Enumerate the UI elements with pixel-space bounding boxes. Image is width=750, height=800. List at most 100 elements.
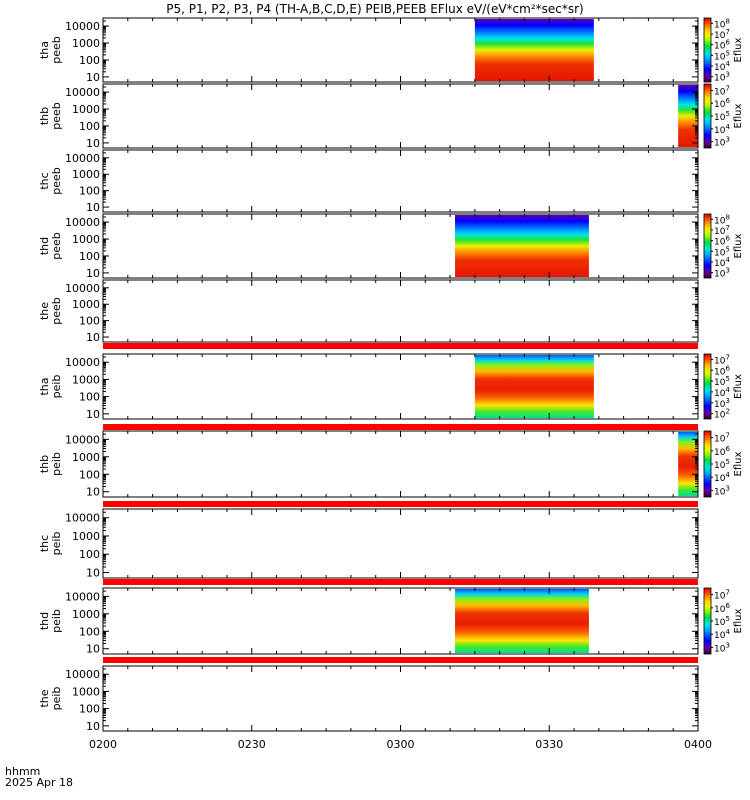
y-axis-label: thcpeeb <box>38 167 63 195</box>
y-tick-label: 10 <box>86 71 100 84</box>
panel-frame <box>102 587 699 655</box>
y-tick-label: 100 <box>79 185 100 198</box>
colorbar <box>703 17 712 83</box>
y-tick-label: 1000 <box>72 233 100 246</box>
colorbar-tick-label: 106 <box>714 602 730 615</box>
y-tick-label: 10 <box>86 486 100 499</box>
separator-bar <box>103 343 698 349</box>
y-tick-label: 1000 <box>72 103 100 116</box>
y-tick-label: 10 <box>86 567 100 580</box>
y-tick-label: 10 <box>86 267 100 280</box>
y-tick-label: 10000 <box>65 282 100 295</box>
x-tick-label: 0230 <box>238 738 266 751</box>
y-tick-label: 10000 <box>65 216 100 229</box>
y-tick-label: 10 <box>86 720 100 733</box>
colorbar-label: Eflux <box>733 374 744 399</box>
y-axis-label: thepeeb <box>38 297 63 325</box>
colorbar-label: Eflux <box>733 103 744 128</box>
colorbar-tick-label: 104 <box>714 123 730 136</box>
y-tick-label: 100 <box>79 391 100 404</box>
colorbar-tick-label: 103 <box>714 641 730 654</box>
colorbar-tick-label: 104 <box>714 60 730 73</box>
panel-frame <box>102 149 699 213</box>
y-tick-label: 10000 <box>65 668 100 681</box>
x-tick-label: 0300 <box>387 738 415 751</box>
y-tick-label: 100 <box>79 468 100 481</box>
y-tick-label: 1000 <box>72 608 100 621</box>
spectrogram-block <box>474 355 594 418</box>
y-tick-label: 10000 <box>65 152 100 165</box>
y-tick-label: 10000 <box>65 86 100 99</box>
y-tick-label: 1000 <box>72 373 100 386</box>
colorbar-tick-label: 103 <box>714 71 730 84</box>
y-tick-label: 1000 <box>72 685 100 698</box>
y-tick-label: 100 <box>79 120 100 133</box>
y-tick-label: 10 <box>86 201 100 214</box>
separator-bar <box>103 579 698 585</box>
panel-frame <box>102 17 699 83</box>
panel-frame <box>102 279 699 343</box>
colorbar-tick-label: 105 <box>714 458 730 471</box>
colorbar-tick-label: 107 <box>714 589 730 602</box>
y-axis-label: thdpeib <box>38 609 63 633</box>
y-axis-label: thbpeib <box>38 452 63 476</box>
colorbar-tick-label: 104 <box>714 386 730 399</box>
panel-frame <box>102 508 699 579</box>
colorbar-tick-label: 105 <box>714 615 730 628</box>
colorbar-tick-label: 107 <box>714 353 730 366</box>
y-tick-label: 10 <box>86 137 100 150</box>
colorbar-tick-label: 104 <box>714 628 730 641</box>
spectrogram-block <box>474 19 594 81</box>
x-tick-label: 0330 <box>535 738 563 751</box>
colorbar-tick-label: 106 <box>714 97 730 110</box>
y-tick-label: 1000 <box>72 298 100 311</box>
y-tick-label: 10 <box>86 408 100 421</box>
separator-bar <box>103 424 698 430</box>
colorbar-tick-label: 106 <box>714 235 730 248</box>
colorbar-tick-label: 104 <box>714 256 730 269</box>
colorbar <box>703 587 712 655</box>
colorbar-tick-label: 103 <box>714 397 730 410</box>
colorbar-tick-label: 104 <box>714 471 730 484</box>
colorbar-label: Eflux <box>733 37 744 62</box>
panel-frame <box>102 430 699 498</box>
colorbar-tick-label: 102 <box>714 408 730 421</box>
colorbar-tick-label: 103 <box>714 136 730 149</box>
y-tick-label: 10000 <box>65 433 100 446</box>
y-axis-label: thapeeb <box>38 36 63 64</box>
spectrogram-block <box>455 589 589 653</box>
colorbar-label: Eflux <box>733 451 744 476</box>
colorbar <box>703 213 712 279</box>
panel-frame <box>102 353 699 420</box>
y-tick-label: 10000 <box>65 356 100 369</box>
colorbar-tick-label: 108 <box>714 17 730 30</box>
y-tick-label: 1000 <box>72 530 100 543</box>
spectrogram-block <box>678 432 698 496</box>
x-date-label: 2025 Apr 18 <box>5 776 74 789</box>
colorbar-tick-label: 105 <box>714 49 730 62</box>
colorbar-tick-label: 107 <box>714 224 730 237</box>
y-tick-label: 100 <box>79 250 100 263</box>
colorbar-tick-label: 105 <box>714 375 730 388</box>
y-tick-label: 10000 <box>65 512 100 525</box>
colorbar-tick-label: 106 <box>714 364 730 377</box>
colorbar-tick-label: 107 <box>714 28 730 41</box>
y-tick-label: 100 <box>79 703 100 716</box>
colorbar-tick-label: 106 <box>714 445 730 458</box>
colorbar-tick-label: 105 <box>714 245 730 258</box>
y-axis-label: thbpeeb <box>38 102 63 130</box>
panel-frame <box>102 83 699 149</box>
y-tick-label: 100 <box>79 54 100 67</box>
y-tick-label: 100 <box>79 315 100 328</box>
colorbar-tick-label: 105 <box>714 110 730 123</box>
x-unit-label: hhmm <box>5 765 41 778</box>
colorbar <box>703 430 712 498</box>
colorbar <box>703 83 712 149</box>
y-tick-label: 10000 <box>65 20 100 33</box>
y-tick-label: 10 <box>86 643 100 656</box>
